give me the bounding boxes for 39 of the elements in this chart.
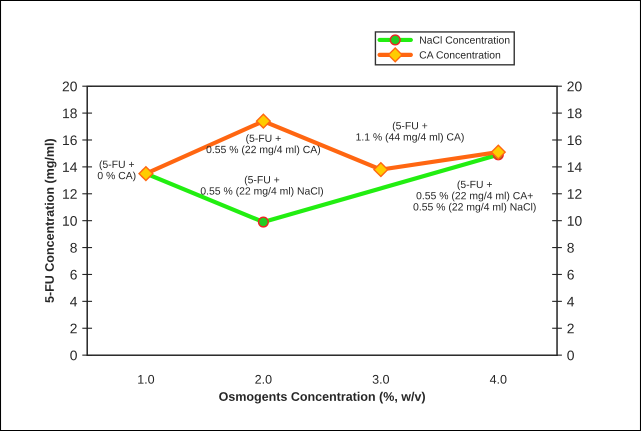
y2-tick-label: 18 bbox=[568, 108, 582, 118]
point bbox=[490, 144, 506, 160]
y2-tick-label: 10 bbox=[568, 216, 582, 226]
annotation: (5-FU + 0.55 % (22 mg/4 ml) CA) bbox=[206, 134, 320, 156]
x-tick-label: 2.0 bbox=[255, 374, 272, 384]
y-tick-label: 4 bbox=[70, 296, 78, 306]
point bbox=[258, 216, 269, 228]
x-tick-label: 1.0 bbox=[138, 374, 154, 384]
y-tick-label: 2 bbox=[70, 324, 77, 334]
y2-tick-label: 16 bbox=[568, 135, 582, 146]
y-tick-label: 18 bbox=[63, 108, 77, 118]
annotation: (5-FU + 0 % CA) bbox=[98, 160, 136, 182]
annotation: (5-FU + 0.55 % (22 mg/4 ml) NaCl) bbox=[200, 176, 323, 197]
y-tick-label: 0 bbox=[70, 350, 77, 360]
annotation: (5-FU + 1.1 % (44 mg/4 ml) CA) bbox=[356, 122, 464, 143]
annotation: (5-FU + 0.55 % (22 mg/4 ml) CA+ 0.55 % (22 mg/4 ml) NaCl) bbox=[413, 180, 536, 213]
x-axis-title: Osmogents Concentration (%, w/v) bbox=[219, 392, 425, 404]
y-tick-label: 8 bbox=[70, 242, 77, 253]
y-tick-label: 16 bbox=[63, 135, 77, 146]
y-tick-label: 12 bbox=[63, 189, 77, 199]
point bbox=[373, 162, 388, 178]
y-axis-title: 5-FU Concentration (mg/ml) bbox=[44, 139, 56, 303]
y2-tick-label: 4 bbox=[567, 296, 574, 306]
y2-tick-label: 2 bbox=[567, 324, 574, 334]
point bbox=[256, 114, 271, 129]
y2-tick-label: 12 bbox=[568, 189, 582, 199]
y-tick-label: 14 bbox=[63, 162, 78, 172]
y2-tick-label: 0 bbox=[567, 350, 574, 360]
y-tick-label: 20 bbox=[62, 82, 77, 92]
y-tick-label: 10 bbox=[63, 216, 77, 226]
legend-label: NaCl Concentration bbox=[420, 36, 510, 44]
legend-label: CA Concentration bbox=[420, 50, 500, 59]
y-tick-label: 6 bbox=[70, 270, 77, 280]
x-tick-label: 3.0 bbox=[372, 374, 390, 384]
x-tick-label: 4.0 bbox=[490, 374, 506, 384]
y2-tick-label: 14 bbox=[568, 162, 582, 172]
y2-tick-label: 8 bbox=[567, 242, 574, 253]
y2-tick-label: 6 bbox=[567, 270, 574, 280]
y2-tick-label: 20 bbox=[567, 82, 582, 92]
